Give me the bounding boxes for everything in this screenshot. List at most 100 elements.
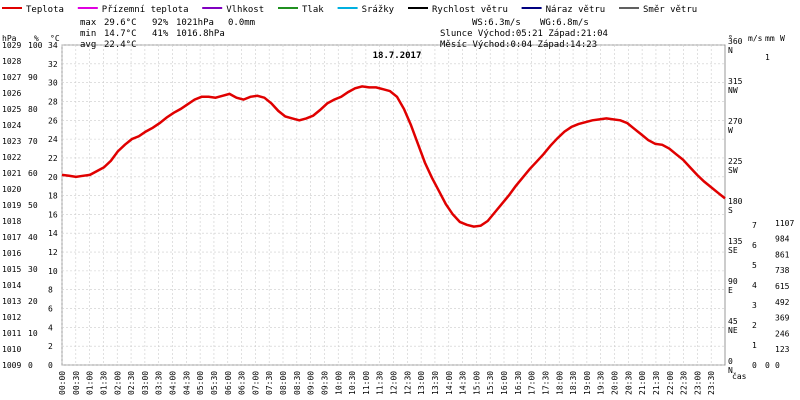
wind-speed-tick: 3 xyxy=(752,301,757,310)
x-tick-label: 18:00 xyxy=(555,371,564,395)
x-tick-label: 17:30 xyxy=(541,371,550,395)
pressure-tick: 1010 xyxy=(2,345,21,354)
rain-unit: mm xyxy=(765,34,775,43)
pressure-tick: 1018 xyxy=(2,217,21,226)
pressure-tick: 1021 xyxy=(2,169,21,178)
legend-label: Rychlost větru xyxy=(432,5,508,15)
humidity-tick: 0 xyxy=(28,361,33,370)
solar-tick: 615 xyxy=(775,282,790,291)
stat-label: avg xyxy=(80,40,96,50)
x-tick-label: 15:00 xyxy=(472,371,481,395)
x-tick-label: 12:30 xyxy=(403,371,412,395)
pressure-tick: 1009 xyxy=(2,361,21,370)
moon-info: Měsíc Východ:0:04 Západ:14:23 xyxy=(440,40,597,50)
x-tick-label: 23:00 xyxy=(693,371,702,395)
direction-unit: ° xyxy=(728,34,733,43)
x-tick-label: 20:00 xyxy=(611,371,620,395)
pressure-tick: 1028 xyxy=(2,57,21,66)
solar-unit: W xyxy=(780,34,785,43)
max-temperature: 29.6°C xyxy=(104,18,137,28)
pressure-tick: 1016 xyxy=(2,249,21,258)
x-tick-label: 02:30 xyxy=(127,371,136,395)
direction-tick: 315 xyxy=(728,77,743,86)
temperature-tick: 20 xyxy=(48,173,58,182)
x-tick-label: 15:30 xyxy=(486,371,495,395)
temperature-unit: °C xyxy=(50,34,60,43)
humidity-tick: 80 xyxy=(28,105,38,114)
x-tick-label: 12:00 xyxy=(390,371,399,395)
direction-tick: 225 xyxy=(728,157,743,166)
pressure-tick: 1011 xyxy=(2,329,21,338)
x-tick-label: 05:00 xyxy=(196,371,205,395)
wind-gust-info: WG:6.8m/s xyxy=(540,18,589,28)
humidity-tick: 100 xyxy=(28,41,43,50)
direction-label: SW xyxy=(728,166,738,175)
direction-tick: 270 xyxy=(728,117,743,126)
max-pressure: 1021hPa xyxy=(176,18,214,28)
temperature-tick: 14 xyxy=(48,229,58,238)
x-tick-label: 00:30 xyxy=(72,371,81,395)
direction-label: N xyxy=(728,46,733,55)
solar-tick: 123 xyxy=(775,345,790,354)
rain-tick: 1 xyxy=(765,53,770,62)
direction-label: N xyxy=(728,366,733,375)
temperature-tick: 2 xyxy=(48,342,53,351)
stat-label: min xyxy=(80,29,96,39)
x-tick-label: 10:30 xyxy=(348,371,357,395)
x-tick-label: 16:00 xyxy=(500,371,509,395)
wind-speed-tick: 6 xyxy=(752,241,757,250)
direction-label: S xyxy=(728,206,733,215)
pressure-tick: 1012 xyxy=(2,313,21,322)
direction-label: W xyxy=(728,126,733,135)
pressure-tick: 1015 xyxy=(2,265,21,274)
legend-label: Vlhkost xyxy=(226,5,264,15)
rain-tick: 0 xyxy=(765,361,770,370)
direction-tick: 135 xyxy=(728,237,743,246)
temperature-tick: 16 xyxy=(48,210,58,219)
wind-speed-tick: 0 xyxy=(752,361,757,370)
pressure-tick: 1027 xyxy=(2,73,21,82)
x-tick-label: 10:00 xyxy=(334,371,343,395)
humidity-unit: % xyxy=(34,34,39,43)
direction-tick: 45 xyxy=(728,317,738,326)
legend-label: Tlak xyxy=(302,5,324,15)
pressure-tick: 1022 xyxy=(2,153,21,162)
x-tick-label: 00:00 xyxy=(58,371,67,395)
x-tick-label: 21:00 xyxy=(638,371,647,395)
x-tick-label: 08:00 xyxy=(279,371,288,395)
x-tick-label: 14:30 xyxy=(459,371,468,395)
solar-tick: 246 xyxy=(775,329,790,338)
avg-temperature: 22.4°C xyxy=(104,40,137,50)
solar-tick: 1107 xyxy=(775,219,794,228)
legend-label: Směr větru xyxy=(643,5,697,15)
pressure-tick: 1023 xyxy=(2,137,21,146)
pressure-tick: 1013 xyxy=(2,297,21,306)
pressure-tick: 1026 xyxy=(2,89,21,98)
x-tick-label: 04:00 xyxy=(169,371,178,395)
wind-speed-tick: 4 xyxy=(752,281,757,290)
solar-tick: 861 xyxy=(775,250,790,259)
direction-label: E xyxy=(728,286,733,295)
solar-tick: 738 xyxy=(775,266,790,275)
pressure-tick: 1017 xyxy=(2,233,21,242)
humidity-tick: 10 xyxy=(28,329,38,338)
humidity-tick: 90 xyxy=(28,73,38,82)
temperature-tick: 10 xyxy=(48,267,58,276)
x-tick-label: 08:30 xyxy=(293,371,302,395)
direction-label: SE xyxy=(728,246,738,255)
temperature-tick: 6 xyxy=(48,305,53,314)
x-tick-label: 06:00 xyxy=(224,371,233,395)
wind-unit: m/s xyxy=(748,34,763,43)
x-tick-label: 14:00 xyxy=(445,371,454,395)
legend-label: Náraz větru xyxy=(546,5,606,15)
x-tick-label: 22:30 xyxy=(680,371,689,395)
humidity-tick: 40 xyxy=(28,233,38,242)
humidity-tick: 70 xyxy=(28,137,38,146)
pressure-unit: hPa xyxy=(2,34,17,43)
solar-tick: 369 xyxy=(775,314,790,323)
x-tick-label: 19:00 xyxy=(583,371,592,395)
direction-label: NW xyxy=(728,86,738,95)
legend-label: Přízemní teplota xyxy=(102,5,189,15)
